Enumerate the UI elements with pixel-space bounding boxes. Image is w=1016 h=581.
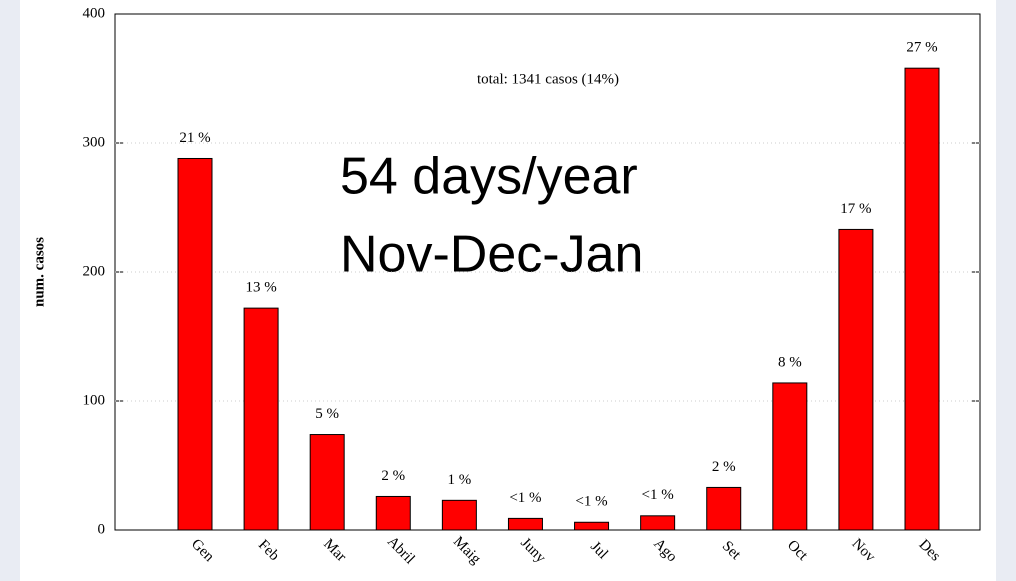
percent-label: 13 % — [245, 280, 276, 296]
bar — [772, 382, 808, 531]
bar — [177, 157, 213, 531]
percent-label: <1 % — [642, 487, 674, 503]
annotation: 54 days/year — [340, 148, 638, 206]
bar — [243, 307, 279, 531]
annotation: total: 1341 casos (14%) — [477, 71, 619, 87]
y-axis-label: num. casos — [31, 237, 47, 307]
percent-label: 17 % — [840, 201, 871, 217]
bar — [574, 521, 610, 531]
bar — [441, 499, 477, 531]
bar — [375, 495, 411, 531]
percent-label: 8 % — [778, 354, 802, 370]
percent-label: 27 % — [906, 40, 937, 56]
y-tick-label: 400 — [83, 5, 106, 21]
y-tick-label: 100 — [83, 392, 106, 408]
annotation: Nov-Dec-Jan — [340, 226, 643, 284]
bar — [640, 515, 676, 531]
y-tick-label: 0 — [98, 521, 106, 537]
percent-label: <1 % — [575, 494, 607, 510]
percent-label: 2 % — [381, 468, 405, 484]
y-tick-label: 300 — [83, 134, 106, 150]
bar — [706, 486, 742, 531]
percent-label: 1 % — [447, 472, 471, 488]
y-tick-label: 200 — [83, 263, 106, 279]
bar — [309, 434, 345, 531]
bar — [507, 517, 543, 531]
percent-label: 21 % — [179, 130, 210, 146]
bar — [838, 228, 874, 531]
bar — [904, 67, 940, 531]
percent-label: 5 % — [315, 406, 339, 422]
percent-label: 2 % — [712, 459, 736, 475]
percent-label: <1 % — [509, 490, 541, 506]
